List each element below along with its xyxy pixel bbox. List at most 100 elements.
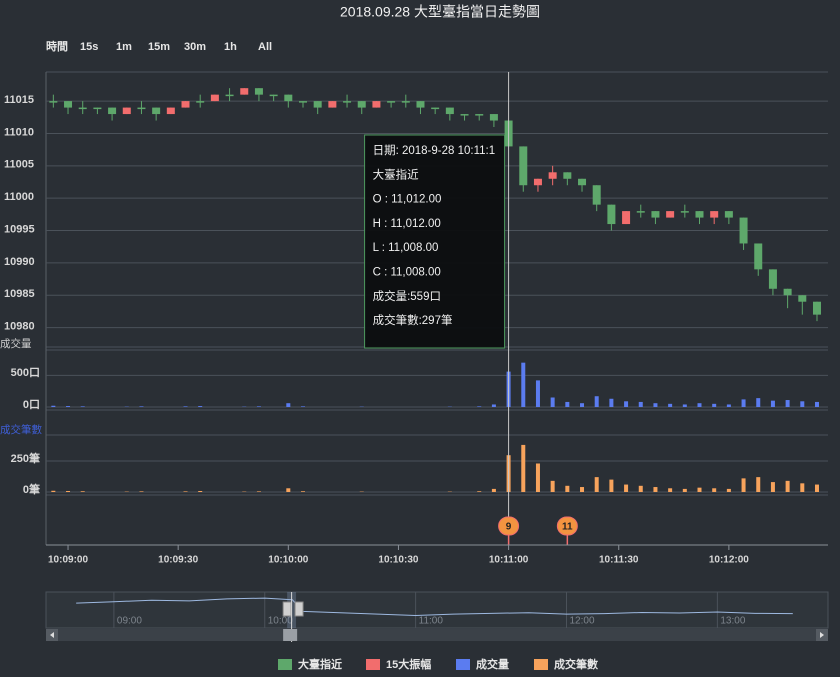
range-button[interactable]: 1m <box>116 41 132 53</box>
candle-body <box>210 94 219 102</box>
bar <box>756 477 761 492</box>
bar <box>712 403 717 407</box>
y-tick-label: 10985 <box>4 288 35 300</box>
navigator-line <box>76 597 793 617</box>
candle-body <box>240 88 249 95</box>
candle-body <box>166 107 175 115</box>
candle-body <box>578 178 587 186</box>
bar <box>550 480 555 492</box>
y-tick-label: 0口 <box>23 398 40 411</box>
bar <box>286 403 291 407</box>
bar <box>300 406 305 407</box>
candle-body <box>298 101 307 103</box>
navigator-handle[interactable] <box>294 601 304 617</box>
bar <box>139 491 144 492</box>
candle-body <box>460 114 469 116</box>
bar <box>198 406 203 407</box>
panel-label: 成交量 <box>0 337 32 350</box>
legend-label[interactable]: 15大振幅 <box>386 657 431 671</box>
bar <box>300 491 305 492</box>
bar <box>51 490 56 492</box>
bar <box>535 380 540 407</box>
legend-label[interactable]: 大臺指近 <box>298 657 342 671</box>
navigator-bg <box>45 591 829 629</box>
tooltip-line: H : 11,012.00 <box>373 218 441 230</box>
bar <box>668 488 673 492</box>
range-button[interactable]: All <box>258 41 272 53</box>
scrollbar-thumb[interactable] <box>283 629 298 641</box>
x-tick-label: 10:09:30 <box>158 555 198 566</box>
bar <box>741 478 746 492</box>
bar <box>594 396 599 407</box>
bar <box>697 403 702 407</box>
candle-body <box>343 101 352 103</box>
bar <box>521 362 526 407</box>
range-button[interactable]: 15s <box>80 41 98 53</box>
bar <box>814 401 819 407</box>
candle-body <box>666 211 675 218</box>
candle-body <box>122 107 131 115</box>
tooltip-line: 成交筆數:297筆 <box>373 313 453 327</box>
candle-body <box>710 211 719 218</box>
candle-body <box>181 101 190 108</box>
y-tick-label: 11015 <box>4 94 34 106</box>
legend-symbol[interactable] <box>534 659 548 670</box>
range-button[interactable]: 30m <box>184 41 206 53</box>
candle-body <box>739 217 748 244</box>
range-button[interactable]: 1h <box>224 41 237 53</box>
candle-body <box>108 107 117 115</box>
bar <box>785 400 790 407</box>
candle-body <box>519 146 528 186</box>
bar <box>638 485 643 492</box>
legend-symbol[interactable] <box>366 659 380 670</box>
y-tick-label: 10980 <box>4 320 35 332</box>
candle-body <box>49 101 58 103</box>
bar <box>770 482 775 492</box>
candle-body <box>563 172 572 179</box>
candle-body <box>680 211 689 213</box>
tooltip-line: O : 11,012.00 <box>373 194 442 206</box>
candle-body <box>445 107 454 115</box>
tooltip-line: 大臺指近 <box>373 167 419 181</box>
tooltip-line: 成交量:559口 <box>373 289 441 303</box>
x-tick-label: 10:11:00 <box>489 555 529 566</box>
candle-body <box>812 301 821 315</box>
y-tick-label: 11000 <box>4 191 34 203</box>
candle-body <box>798 295 807 302</box>
candle-body <box>93 107 102 110</box>
tooltip-line: C : 11,008.00 <box>373 267 441 279</box>
bar <box>139 406 144 407</box>
bar <box>800 483 805 492</box>
candle-body <box>357 101 366 108</box>
bar <box>741 399 746 407</box>
tooltip-line: 日期: 2018-9-28 10:11:1 <box>373 144 496 157</box>
legend-symbol[interactable] <box>456 659 470 670</box>
navigator-handle[interactable] <box>282 601 292 617</box>
bar <box>580 487 585 492</box>
legend-symbol[interactable] <box>278 659 292 670</box>
candle-body <box>636 211 645 213</box>
legend-label[interactable]: 成交量 <box>476 657 509 671</box>
bar <box>756 398 761 407</box>
bar <box>653 487 658 492</box>
bar <box>785 480 790 492</box>
panel-label: 成交筆數 <box>0 423 42 436</box>
bar <box>609 398 614 407</box>
bar <box>66 491 71 492</box>
candle-body <box>651 211 660 218</box>
scrollbar-track <box>46 629 828 641</box>
y-tick-label: 11010 <box>4 126 34 138</box>
candle-body <box>78 107 87 110</box>
flag-label: 11 <box>562 522 573 533</box>
range-button[interactable]: 15m <box>148 41 170 53</box>
legend-label[interactable]: 成交筆數 <box>554 657 598 671</box>
bar <box>198 491 203 492</box>
candle-body <box>401 101 410 103</box>
bar <box>682 488 687 492</box>
navigator-tick-label: 10:00 <box>268 616 293 627</box>
candle-body <box>431 107 440 110</box>
x-tick-label: 10:12:00 <box>709 555 749 566</box>
candle-body <box>548 172 557 179</box>
bar <box>580 403 585 407</box>
navigator-tick-label: 11:00 <box>419 616 444 627</box>
